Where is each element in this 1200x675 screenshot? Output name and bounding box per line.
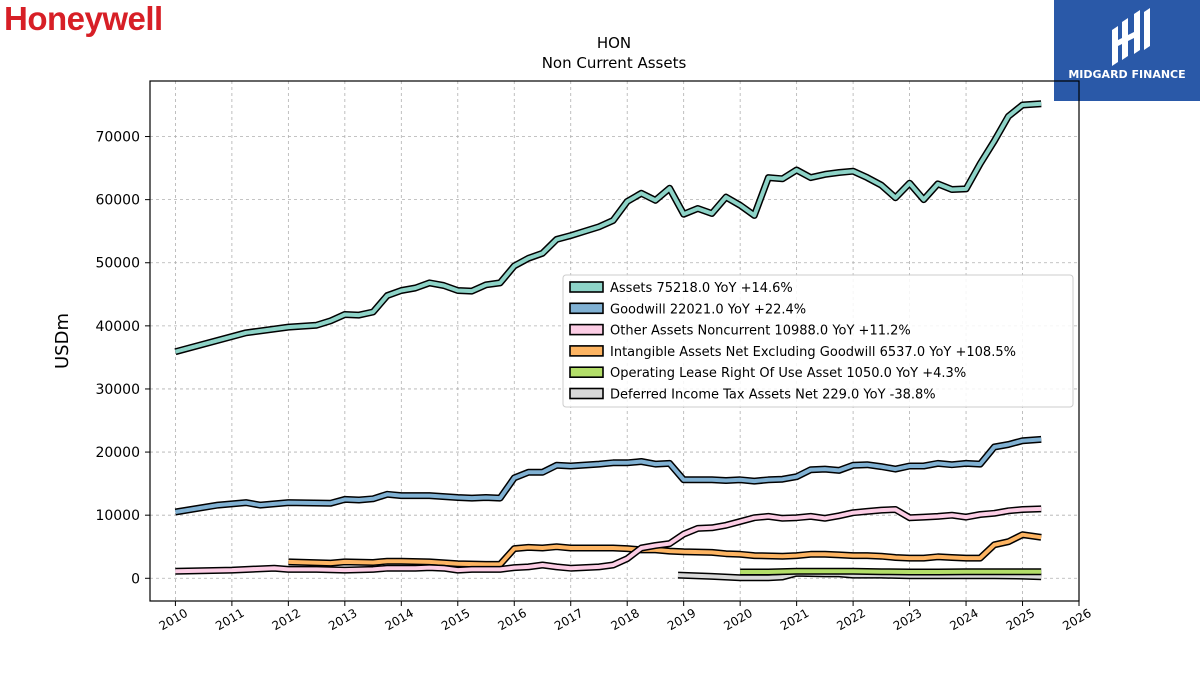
x-tick-label: 2021 (778, 606, 811, 633)
y-axis-label: USDm (52, 313, 73, 369)
x-tick-label: 2018 (608, 606, 641, 633)
y-tick-label: 40000 (95, 319, 140, 335)
y-tick-label: 0 (131, 571, 140, 587)
x-tick-label: 2020 (721, 606, 754, 633)
x-tick-label: 2024 (947, 606, 980, 633)
x-tick-label: 2012 (270, 606, 303, 633)
x-tick-label: 2023 (891, 606, 924, 633)
legend-entry: Operating Lease Right Of Use Asset 1050.… (610, 366, 966, 381)
legend-swatch (569, 281, 604, 293)
series-other-assets-noncurrent (175, 505, 1042, 575)
series-line (740, 569, 1042, 574)
legend-box (562, 274, 1074, 408)
legend-swatch (569, 323, 604, 336)
series-goodwill (174, 435, 1042, 516)
y-tick-label: 60000 (95, 193, 140, 209)
legend-entry: Deferred Income Tax Assets Net 229.0 YoY… (610, 388, 936, 403)
x-tick-label: 2016 (496, 606, 529, 633)
x-tick-label: 2013 (326, 606, 359, 633)
series-assets (174, 100, 1042, 356)
x-tick-label: 2025 (1004, 606, 1037, 633)
legend-entry: Other Assets Noncurrent 10988.0 YoY +11.… (610, 324, 911, 339)
x-tick-label: 2015 (439, 606, 472, 633)
legend-swatch (569, 345, 604, 357)
honeywell-logo: Honeywell (4, 0, 163, 37)
badge-label: MIDGARD FINANCE (1068, 68, 1186, 81)
series-layer (174, 100, 1042, 582)
y-tick-label: 30000 (95, 382, 140, 398)
chart-subtitle: Non Current Assets (542, 54, 687, 72)
midgard-finance-badge: MIDGARD FINANCE (1054, 0, 1200, 101)
y-tick-label: 50000 (95, 256, 140, 272)
y-tick-label: 70000 (95, 130, 140, 146)
series-line (288, 532, 1042, 567)
legend-swatch (569, 302, 604, 315)
x-tick-label: 2014 (383, 606, 416, 633)
series-line (174, 101, 1042, 354)
legend-swatch (569, 366, 604, 379)
legend-entry: Assets 75218.0 YoY +14.6% (610, 281, 793, 296)
x-tick-label: 2026 (1060, 606, 1093, 633)
legend-entry: Intangible Assets Net Excluding Goodwill… (610, 345, 1016, 360)
series-line (175, 437, 1042, 514)
x-tick-label: 2017 (552, 606, 585, 633)
series-line (175, 506, 1042, 574)
x-tick-label: 2019 (665, 606, 698, 633)
series-operating-lease-right-of-use-asset (740, 567, 1042, 576)
series-intangible-assets-net-excluding-goodwill (288, 531, 1042, 568)
x-tick-label: 2010 (157, 606, 190, 633)
y-tick-label: 10000 (95, 508, 140, 524)
x-tick-label: 2011 (213, 606, 246, 633)
plot-frame (149, 80, 1080, 602)
chart-title: HON (597, 34, 631, 52)
y-tick-label: 20000 (95, 445, 140, 461)
legend: Assets 75218.0 YoY +14.6% Goodwill 22021.… (562, 274, 1074, 408)
legend-swatch (569, 387, 604, 400)
x-tick-label: 2022 (834, 606, 867, 633)
midgard-logo-icon (1112, 8, 1150, 66)
legend-entry: Goodwill 22021.0 YoY +22.4% (610, 302, 806, 317)
